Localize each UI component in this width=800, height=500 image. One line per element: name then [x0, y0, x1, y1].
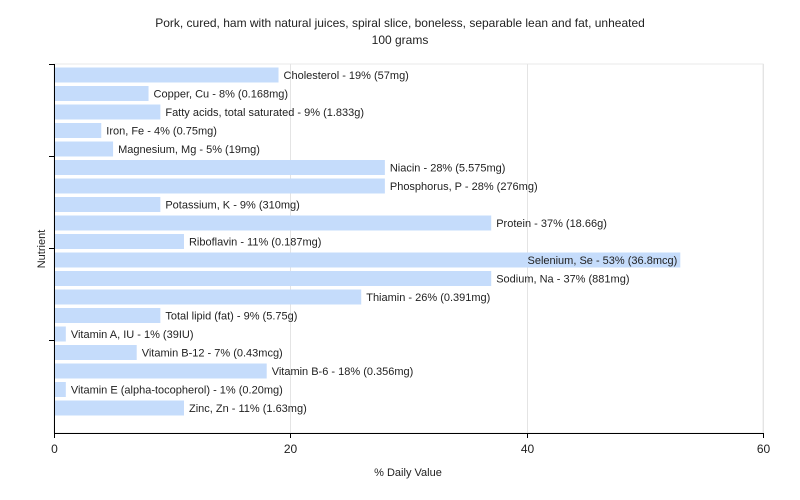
bars-group: Cholesterol - 19% (57mg) Copper, Cu - 8% … — [55, 67, 681, 416]
bar-label: Total lipid (fat) - 9% (5.75g) — [165, 311, 297, 323]
bar — [55, 308, 161, 323]
x-tick-label: 0 — [51, 442, 58, 456]
chart-title-line-1: Pork, cured, ham with natural juices, sp… — [155, 16, 645, 30]
bar-label: Sodium, Na - 37% (881mg) — [496, 274, 629, 286]
x-tick-label: 60 — [757, 442, 771, 456]
bar — [55, 363, 267, 379]
bar-label: Copper, Cu - 8% (0.168mg) — [154, 89, 289, 101]
bar-label: Zinc, Zn - 11% (1.63mg) — [189, 403, 307, 415]
bar — [55, 123, 102, 138]
bar-label: Selenium, Se - 53% (36.8mcg) — [527, 255, 677, 267]
bar-label: Phosphorus, P - 28% (276mg) — [390, 181, 538, 193]
x-tick-label: 40 — [521, 442, 535, 456]
bar-label: Potassium, K - 9% (310mg) — [165, 200, 300, 212]
bar-label: Magnesium, Mg - 5% (19mg) — [118, 144, 260, 156]
bar-label: Fatty acids, total saturated - 9% (1.833… — [165, 107, 364, 119]
bar — [55, 382, 66, 397]
bar-label: Thiamin - 26% (0.391mg) — [366, 292, 490, 304]
bar — [55, 197, 161, 212]
bar-label: Riboflavin - 11% (0.187mg) — [189, 237, 321, 249]
bar — [55, 252, 681, 268]
bar-label: Iron, Fe - 4% (0.75mg) — [106, 126, 217, 138]
y-axis-title: Nutrient — [36, 230, 48, 269]
bar — [55, 345, 137, 360]
bar — [55, 141, 114, 157]
bar-label: Protein - 37% (18.66g) — [496, 218, 607, 230]
bar — [55, 271, 492, 286]
x-tick-label: 20 — [284, 442, 298, 456]
bar — [55, 326, 66, 342]
bar-label: Vitamin E (alpha-tocopherol) - 1% (0.20m… — [71, 385, 283, 397]
bar-label: Vitamin B-12 - 7% (0.43mcg) — [142, 348, 283, 360]
bar — [55, 67, 279, 83]
bar — [55, 86, 149, 101]
bar-label: Niacin - 28% (5.575mg) — [390, 163, 506, 175]
axes: 0 20 40 60 — [49, 64, 770, 456]
bar-label: Cholesterol - 19% (57mg) — [284, 70, 409, 82]
bar-label: Vitamin B-6 - 18% (0.356mg) — [272, 366, 414, 378]
bar — [55, 178, 385, 194]
bar — [55, 215, 492, 231]
bar — [55, 289, 362, 305]
x-axis-title: % Daily Value — [374, 467, 442, 479]
chart-title-line-2: 100 grams — [372, 33, 429, 47]
bar — [55, 104, 161, 120]
bar — [55, 160, 385, 175]
bar-label: Vitamin A, IU - 1% (39IU) — [71, 329, 194, 341]
bar — [55, 400, 184, 416]
bar — [55, 234, 184, 249]
